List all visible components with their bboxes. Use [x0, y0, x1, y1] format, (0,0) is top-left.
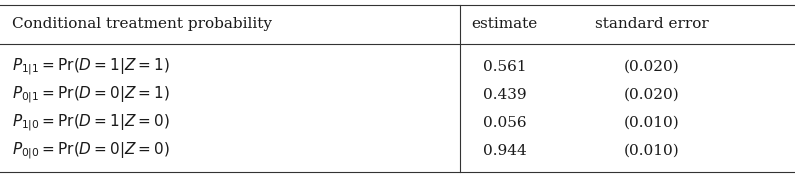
Text: 0.056: 0.056	[483, 116, 526, 130]
Text: estimate: estimate	[471, 17, 538, 31]
Text: Conditional treatment probability: Conditional treatment probability	[12, 17, 272, 31]
Text: $P_{0|0} = \mathrm{Pr}(D=0|Z=0)$: $P_{0|0} = \mathrm{Pr}(D=0|Z=0)$	[12, 140, 169, 161]
Text: 0.561: 0.561	[483, 60, 526, 74]
Text: $P_{1|0} = \mathrm{Pr}(D=1|Z=0)$: $P_{1|0} = \mathrm{Pr}(D=1|Z=0)$	[12, 112, 169, 133]
Text: standard error: standard error	[595, 17, 709, 31]
Text: $P_{0|1} = \mathrm{Pr}(D=0|Z=1)$: $P_{0|1} = \mathrm{Pr}(D=0|Z=1)$	[12, 84, 169, 105]
Text: (0.020): (0.020)	[624, 88, 680, 102]
Text: 0.944: 0.944	[483, 144, 527, 157]
Text: (0.010): (0.010)	[624, 144, 680, 157]
Text: $P_{1|1} = \mathrm{Pr}(D=1|Z=1)$: $P_{1|1} = \mathrm{Pr}(D=1|Z=1)$	[12, 57, 169, 77]
Text: (0.020): (0.020)	[624, 60, 680, 74]
Text: (0.010): (0.010)	[624, 116, 680, 130]
Text: 0.439: 0.439	[483, 88, 526, 102]
